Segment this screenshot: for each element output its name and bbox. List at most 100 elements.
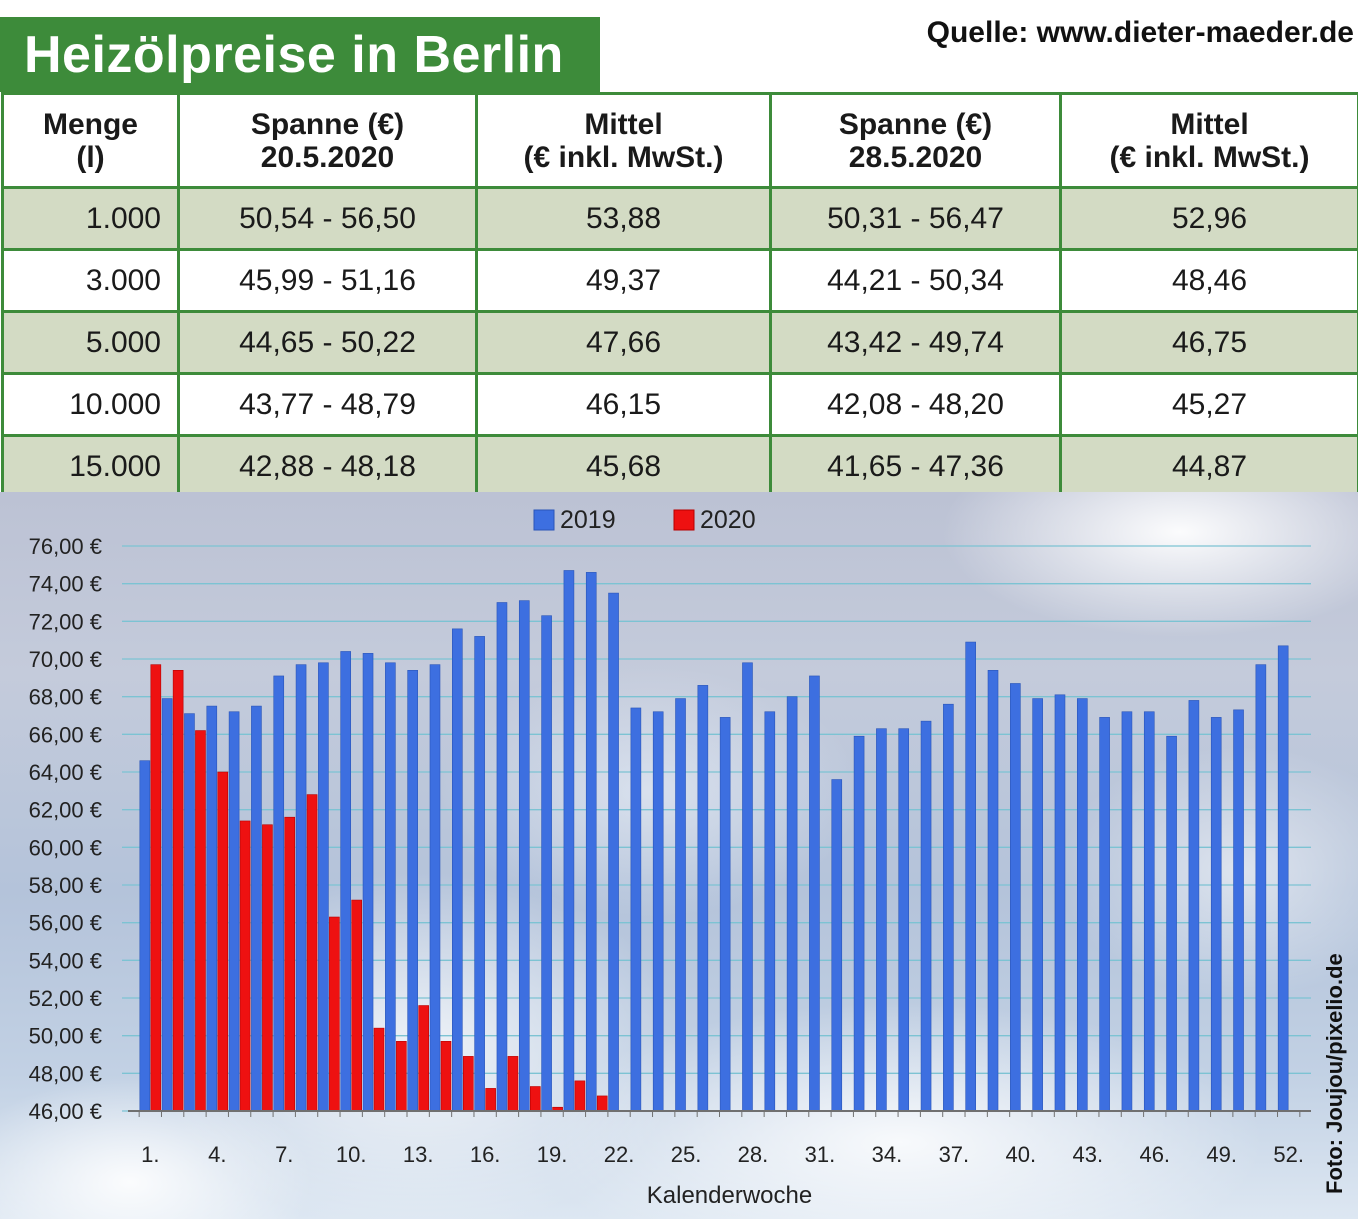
y-tick-label: 58,00 € xyxy=(29,873,102,898)
bar-2019 xyxy=(295,664,307,1112)
y-tick-label: 56,00 € xyxy=(29,911,102,936)
bar-2019 xyxy=(429,664,441,1112)
x-axis-title: Kalenderwoche xyxy=(647,1182,812,1209)
bar-2019 xyxy=(585,572,597,1112)
x-tick-label: 19. xyxy=(537,1142,568,1167)
y-tick-label: 68,00 € xyxy=(29,685,102,710)
x-tick-label: 46. xyxy=(1139,1142,1170,1167)
bar-2019 xyxy=(1188,700,1200,1112)
y-tick-label: 52,00 € xyxy=(29,986,102,1011)
bar-2019 xyxy=(1255,664,1267,1112)
table-row: 15.000 42,88 - 48,18 45,68 41,65 - 47,36… xyxy=(1,434,1358,499)
x-tick-label: 4. xyxy=(208,1142,226,1167)
bar-2020 xyxy=(329,916,340,1112)
x-tick-label: 37. xyxy=(939,1142,970,1167)
bar-2020 xyxy=(172,670,184,1112)
cell-spanne-2: 42,08 - 48,20 xyxy=(769,372,1062,437)
table-header-row: Menge (l) Spanne (€) 20.5.2020 Mittel (€ in… xyxy=(1,92,1358,189)
price-table: Menge (l) Spanne (€) 20.5.2020 Mittel (€ in… xyxy=(1,92,1358,499)
bar-2019 xyxy=(853,735,865,1112)
y-tick-label: 74,00 € xyxy=(29,572,102,597)
bar-2019 xyxy=(385,662,396,1112)
table-row: 5.000 44,65 - 50,22 47,66 43,42 - 49,74 … xyxy=(1,310,1358,375)
chart-area: 46,00 € 48,00 € 50,00 € 52,00 € 54,00 € 56,00… xyxy=(0,492,1358,1219)
price-chart: 46,00 € 48,00 € 50,00 € 52,00 € 54,00 € 56,00… xyxy=(29,506,1311,1209)
x-tick-label: 28. xyxy=(738,1142,769,1167)
bar-2020 xyxy=(574,1080,586,1112)
x-tick-label: 22. xyxy=(604,1142,635,1167)
bar-2020 xyxy=(485,1088,496,1112)
bar-2019 xyxy=(251,705,262,1112)
bar-2019 xyxy=(809,675,820,1112)
bar-2019 xyxy=(474,636,485,1112)
bar-2019 xyxy=(452,628,463,1112)
cell-menge: 3.000 xyxy=(1,248,180,313)
cell-mittel-1: 53,88 xyxy=(475,186,772,251)
y-tick-label: 72,00 € xyxy=(29,609,102,634)
bar-2019 xyxy=(965,641,976,1112)
bar-2019 xyxy=(1099,717,1110,1112)
bar-2019 xyxy=(920,720,932,1112)
legend-label-2020: 2020 xyxy=(700,506,756,534)
bar-2020 xyxy=(351,899,363,1112)
page-title: Heizölpreise in Berlin xyxy=(24,26,564,84)
bar-2019 xyxy=(563,570,575,1112)
bar-2019 xyxy=(943,703,954,1112)
bar-2020 xyxy=(217,771,229,1112)
x-tick-label: 16. xyxy=(470,1142,501,1167)
bar-2020 xyxy=(507,1056,519,1112)
cell-mittel-2: 46,75 xyxy=(1059,310,1358,375)
cell-mittel-1: 47,66 xyxy=(475,310,772,375)
x-tick-label: 52. xyxy=(1273,1142,1304,1167)
bar-2019 xyxy=(228,711,240,1112)
bar-2019 xyxy=(1010,683,1021,1112)
cell-menge: 15.000 xyxy=(1,434,180,499)
cell-mittel-1: 45,68 xyxy=(475,434,772,499)
header-mittel-2: Mittel (€ inkl. MwSt.) xyxy=(1059,92,1358,189)
cell-spanne-1: 43,77 - 48,79 xyxy=(177,372,478,437)
y-tick-label: 54,00 € xyxy=(29,948,102,973)
x-tick-label: 10. xyxy=(336,1142,367,1167)
x-tick-label: 49. xyxy=(1206,1142,1237,1167)
bar-2019 xyxy=(1277,645,1289,1112)
legend-label-2019: 2019 xyxy=(560,506,616,534)
y-tick-label: 48,00 € xyxy=(29,1061,102,1086)
legend-swatch-2020 xyxy=(673,509,695,531)
bar-2020 xyxy=(418,1005,429,1112)
bar-2020 xyxy=(463,1056,474,1112)
x-tick-label: 43. xyxy=(1072,1142,1103,1167)
bar-2019 xyxy=(898,728,910,1112)
bar-2019 xyxy=(407,670,418,1112)
bar-2020 xyxy=(284,816,296,1112)
y-tick-label: 50,00 € xyxy=(29,1024,102,1049)
bar-2019 xyxy=(1233,709,1244,1112)
cell-spanne-2: 50,31 - 56,47 xyxy=(769,186,1062,251)
table-row: 10.000 43,77 - 48,79 46,15 42,08 - 48,20… xyxy=(1,372,1358,437)
bar-2019 xyxy=(1121,711,1133,1112)
x-tick-label: 13. xyxy=(403,1142,434,1167)
legend-swatch-2019 xyxy=(533,509,555,531)
cell-spanne-1: 44,65 - 50,22 xyxy=(177,310,478,375)
cell-spanne-2: 44,21 - 50,34 xyxy=(769,248,1062,313)
y-tick-label: 62,00 € xyxy=(29,798,102,823)
y-tick-label: 70,00 € xyxy=(29,647,102,672)
bar-2020 xyxy=(440,1041,452,1112)
y-tick-label: 60,00 € xyxy=(29,835,102,860)
header-spanne-2: Spanne (€) 28.5.2020 xyxy=(769,92,1062,189)
bar-2020 xyxy=(396,1041,407,1112)
header-spanne-1: Spanne (€) 20.5.2020 xyxy=(177,92,478,189)
bar-2019 xyxy=(697,685,709,1112)
cell-menge: 10.000 xyxy=(1,372,180,437)
bar-2019 xyxy=(1143,711,1155,1112)
table-row: 3.000 45,99 - 51,16 49,37 44,21 - 50,34 … xyxy=(1,248,1358,313)
bar-2020 xyxy=(529,1086,541,1112)
bar-2020 xyxy=(306,794,318,1112)
cell-spanne-1: 45,99 - 51,16 xyxy=(177,248,478,313)
bar-2019 xyxy=(1166,735,1177,1112)
bar-2020 xyxy=(150,664,162,1112)
cell-mittel-2: 52,96 xyxy=(1059,186,1358,251)
bar-2019 xyxy=(318,662,329,1112)
bar-2019 xyxy=(206,705,218,1112)
bar-2019 xyxy=(161,698,173,1112)
x-tick-label: 25. xyxy=(671,1142,702,1167)
